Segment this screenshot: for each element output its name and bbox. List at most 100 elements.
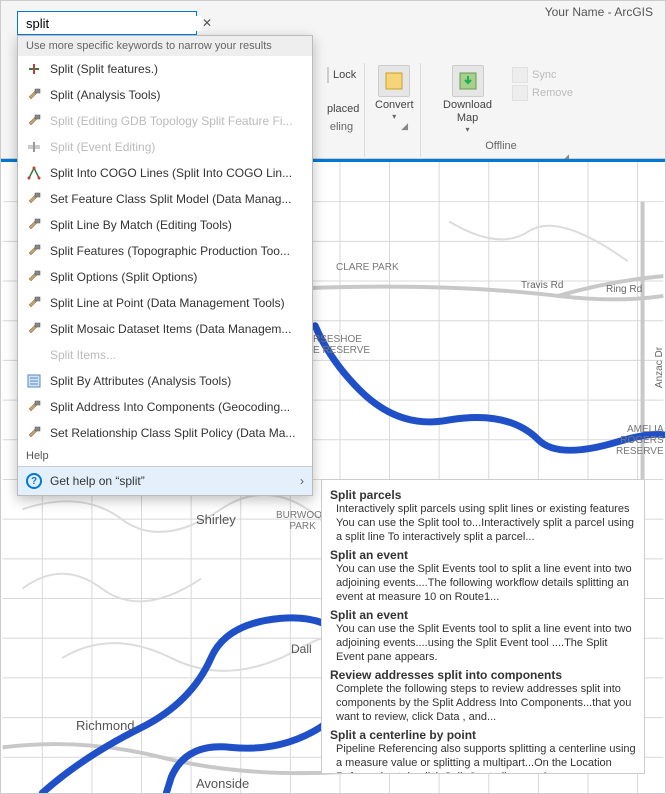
suggestion-item[interactable]: Set Relationship Class Split Policy (Dat… <box>18 420 312 446</box>
map-label-shirley: Shirley <box>196 512 236 527</box>
sync-button: Sync <box>512 67 573 83</box>
suggestion-item[interactable]: Split Address Into Components (Geocoding… <box>18 394 312 420</box>
suggestion-item[interactable]: Split Line at Point (Data Management Too… <box>18 290 312 316</box>
help-header: Help <box>18 446 312 466</box>
group-offline-label: Offline <box>429 140 573 152</box>
suggestion-label: Split Mosaic Dataset Items (Data Managem… <box>50 322 291 336</box>
cogo-icon <box>26 165 42 181</box>
suggestion-item[interactable]: Split (Split features.) <box>18 56 312 82</box>
suggestion-label: Split Items... <box>50 348 116 362</box>
hammer-icon <box>26 113 42 129</box>
remove-label: Remove <box>532 87 573 99</box>
suggestion-label: Split (Split features.) <box>50 62 158 76</box>
map-label-travis-rd: Travis Rd <box>521 280 563 291</box>
map-label-clare-park: CLARE PARK <box>336 262 399 273</box>
suggestion-item: Split (Editing GDB Topology Split Featur… <box>18 108 312 134</box>
help-link-label: Get help on “split” <box>50 474 145 488</box>
suggestion-label: Split (Editing GDB Topology Split Featur… <box>50 114 293 128</box>
suggestion-item[interactable]: Split Options (Split Options) <box>18 264 312 290</box>
ribbon-group-offline: Download Map ▾ Sync Remove Offline ◢ <box>421 63 581 163</box>
lock-icon <box>327 67 329 83</box>
search-input[interactable] <box>26 16 202 31</box>
suggestion-label: Split Features (Topographic Production T… <box>50 244 290 258</box>
sync-label: Sync <box>532 69 556 81</box>
help-topic-body: Complete the following steps to review a… <box>336 682 636 724</box>
suggestion-item: Split (Event Editing) <box>18 134 312 160</box>
suggestion-item[interactable]: Split By Attributes (Analysis Tools) <box>18 368 312 394</box>
help-topic-title[interactable]: Split an event <box>330 548 636 562</box>
suggestion-label: Split Line By Match (Editing Tools) <box>50 218 232 232</box>
suggestion-label: Set Relationship Class Split Policy (Dat… <box>50 426 295 440</box>
suggestion-label: Split (Analysis Tools) <box>50 88 160 102</box>
suggestion-label: Split Options (Split Options) <box>50 270 197 284</box>
search-box[interactable]: ✕ <box>17 11 197 35</box>
suggestion-item[interactable]: Split (Analysis Tools) <box>18 82 312 108</box>
lock-label: Lock <box>333 69 356 81</box>
convert-icon <box>378 65 410 97</box>
hammer-icon <box>26 87 42 103</box>
hammer-icon <box>26 243 42 259</box>
split-tool-icon <box>26 61 42 77</box>
hammer-icon <box>26 217 42 233</box>
split-event-icon <box>26 139 42 155</box>
suggestion-label: Split (Event Editing) <box>50 140 155 154</box>
help-topic-title[interactable]: Split parcels <box>330 488 636 502</box>
sync-icon <box>512 67 528 83</box>
map-label-anzac-dr: Anzac Dr <box>654 347 665 388</box>
map-label-ring-rd: Ring Rd <box>606 284 642 295</box>
suggestion-item[interactable]: Split Into COGO Lines (Split Into COGO L… <box>18 160 312 186</box>
help-results-pane[interactable]: Split parcelsInteractively split parcels… <box>321 479 645 774</box>
hammer-icon <box>26 321 42 337</box>
help-topic-body: You can use the Split Events tool to spl… <box>336 562 636 604</box>
download-map-icon <box>452 65 484 97</box>
suggestion-label: Set Feature Class Split Model (Data Mana… <box>50 192 291 206</box>
remove-button: Remove <box>512 85 573 101</box>
clear-search-icon[interactable]: ✕ <box>202 16 212 30</box>
map-label-amelia: AMELIA ROGERS RESERVE <box>616 424 664 457</box>
map-label-avonside: Avonside <box>196 776 249 791</box>
help-icon: ? <box>26 473 42 489</box>
suggestion-item[interactable]: Split Line By Match (Editing Tools) <box>18 212 312 238</box>
group-eling-label: eling <box>327 121 356 133</box>
download-map-label: Download Map <box>431 99 504 125</box>
ribbon-group-convert: Convert ▾ ◢ <box>365 63 421 163</box>
hammer-icon <box>26 399 42 415</box>
map-label-horseshoe: RSESHOE E RESERVE <box>313 334 370 356</box>
ribbon-groups: Lock placed eling Convert ▾ ◢ Download M… <box>319 63 581 163</box>
remove-icon <box>512 85 528 101</box>
dialog-launcher-icon[interactable]: ◢ <box>373 121 412 132</box>
get-help-row[interactable]: ? Get help on “split” › <box>18 466 312 495</box>
hammer-icon <box>26 191 42 207</box>
search-suggestions: Use more specific keywords to narrow you… <box>17 35 313 496</box>
help-topic-title[interactable]: Review addresses split into components <box>330 668 636 682</box>
map-label-richmond: Richmond <box>76 718 135 733</box>
hammer-icon <box>26 295 42 311</box>
convert-label: Convert <box>375 99 414 112</box>
hammer-icon <box>26 425 42 441</box>
help-topic-body: Interactively split parcels using split … <box>336 502 636 544</box>
attr-icon <box>26 373 42 389</box>
suggestion-label: Split Into COGO Lines (Split Into COGO L… <box>50 166 292 180</box>
suggestion-label: Split Line at Point (Data Management Too… <box>50 296 285 310</box>
placed-label: placed <box>327 103 356 115</box>
blank-icon <box>26 347 42 363</box>
help-topic-body: You can use the Split Events tool to spl… <box>336 622 636 664</box>
help-topic-title[interactable]: Split an event <box>330 608 636 622</box>
hammer-icon <box>26 269 42 285</box>
chevron-right-icon: › <box>300 474 304 488</box>
suggestion-item: Split Items... <box>18 342 312 368</box>
suggestion-item[interactable]: Split Mosaic Dataset Items (Data Managem… <box>18 316 312 342</box>
suggestion-label: Split Address Into Components (Geocoding… <box>50 400 290 414</box>
suggestion-item[interactable]: Split Features (Topographic Production T… <box>18 238 312 264</box>
suggestion-label: Split By Attributes (Analysis Tools) <box>50 374 231 388</box>
download-map-button[interactable]: Download Map ▾ <box>431 65 504 134</box>
window-title: Your Name - ArcGIS <box>533 1 665 23</box>
lock-button[interactable]: Lock <box>327 67 356 83</box>
map-label-dall: Dall <box>291 642 312 656</box>
convert-button[interactable]: Convert ▾ <box>375 65 414 121</box>
help-topic-body: Pipeline Referencing also supports split… <box>336 742 636 774</box>
help-topic-title[interactable]: Split a centerline by point <box>330 728 636 742</box>
ribbon-group-lock: Lock placed eling <box>319 63 365 163</box>
suggestion-hint: Use more specific keywords to narrow you… <box>18 36 312 56</box>
suggestion-item[interactable]: Set Feature Class Split Model (Data Mana… <box>18 186 312 212</box>
